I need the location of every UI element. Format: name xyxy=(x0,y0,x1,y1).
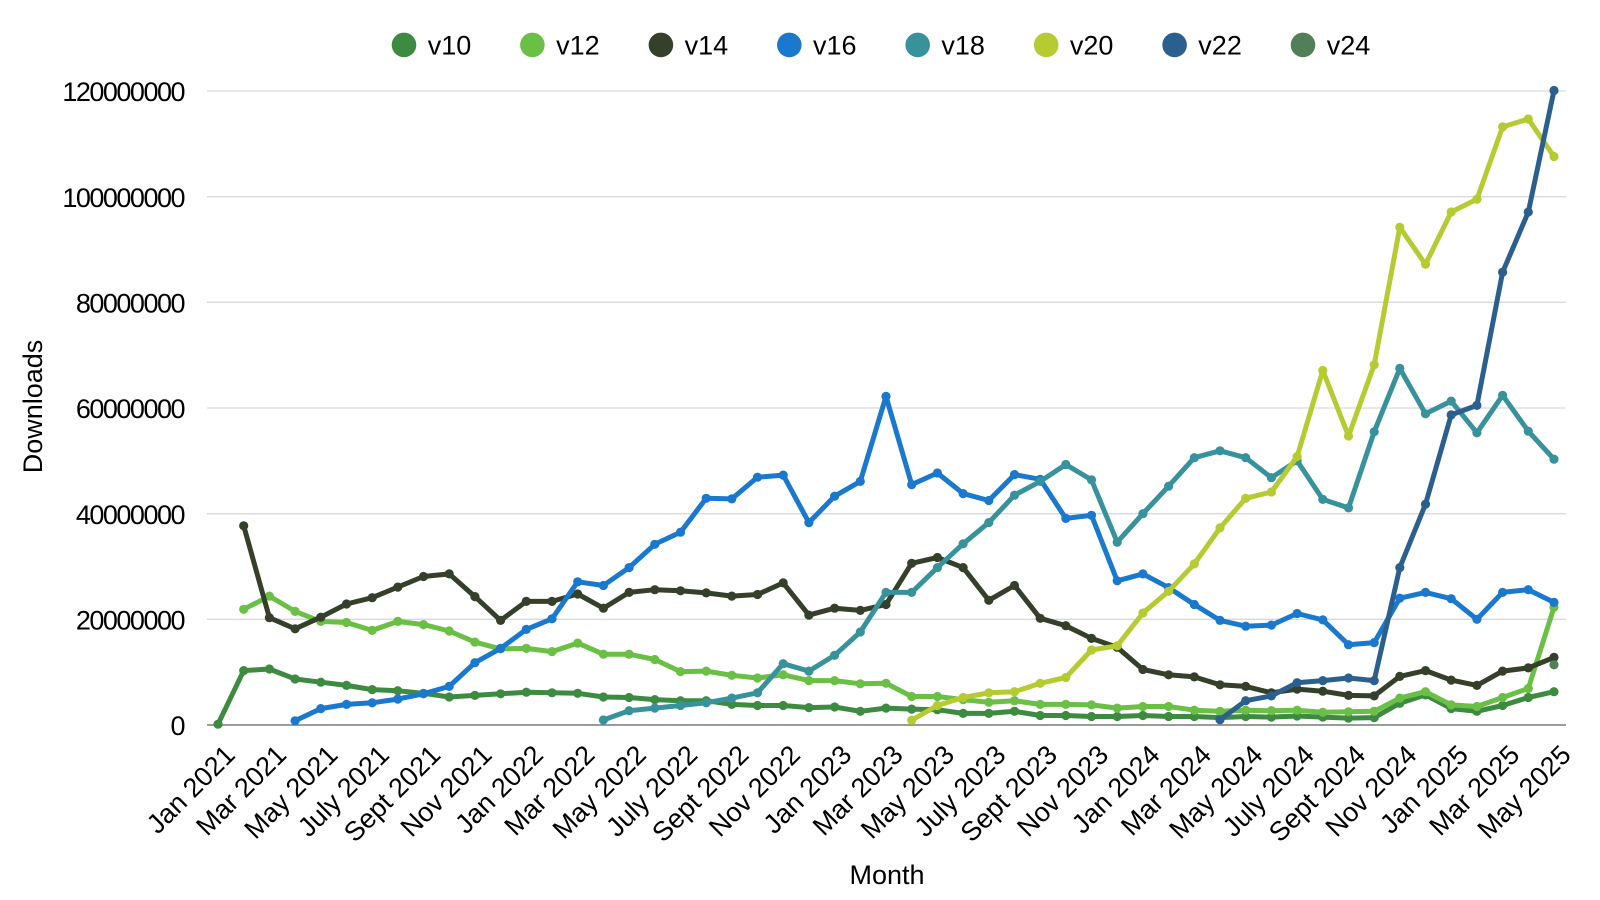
svg-text:v22: v22 xyxy=(1198,31,1242,61)
svg-text:0: 0 xyxy=(170,711,184,741)
svg-text:v24: v24 xyxy=(1327,31,1371,61)
svg-text:Downloads: Downloads xyxy=(18,340,48,474)
svg-text:60000000: 60000000 xyxy=(76,394,185,424)
svg-text:Month: Month xyxy=(849,860,924,890)
svg-text:20000000: 20000000 xyxy=(76,606,185,636)
svg-text:v10: v10 xyxy=(428,31,472,61)
svg-text:v16: v16 xyxy=(813,31,857,61)
svg-text:v20: v20 xyxy=(1070,31,1114,61)
svg-text:v18: v18 xyxy=(941,31,985,61)
svg-text:80000000: 80000000 xyxy=(76,289,185,319)
svg-text:120000000: 120000000 xyxy=(62,77,184,107)
svg-text:40000000: 40000000 xyxy=(76,500,185,530)
svg-text:v14: v14 xyxy=(685,31,729,61)
svg-text:100000000: 100000000 xyxy=(62,183,184,213)
svg-text:v12: v12 xyxy=(556,31,600,61)
